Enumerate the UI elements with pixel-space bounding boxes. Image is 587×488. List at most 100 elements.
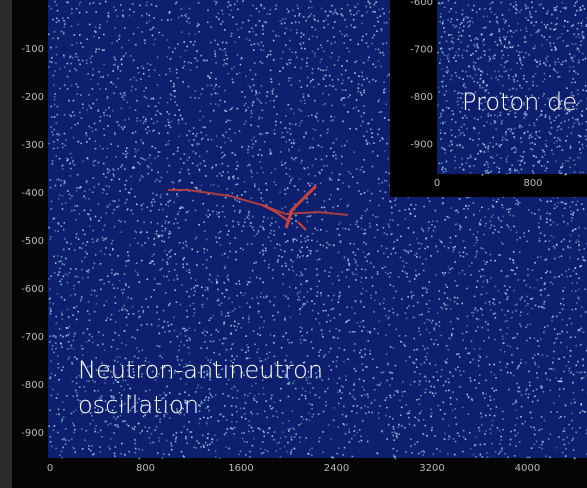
noise-dot	[367, 254, 369, 256]
noise-dot	[75, 124, 77, 126]
noise-dot	[273, 439, 275, 441]
noise-dot	[346, 60, 348, 62]
noise-dot	[192, 163, 194, 165]
noise-dot	[510, 431, 512, 433]
noise-dot	[265, 248, 267, 250]
noise-dot	[479, 356, 481, 358]
noise-dot	[82, 230, 84, 232]
noise-dot	[269, 301, 271, 303]
noise-dot	[373, 34, 375, 36]
noise-dot	[364, 354, 366, 356]
noise-dot	[297, 299, 299, 301]
noise-dot	[533, 444, 535, 446]
noise-dot	[361, 217, 363, 219]
noise-dot	[242, 295, 244, 297]
noise-dot	[402, 270, 404, 272]
noise-dot	[363, 326, 365, 328]
noise-dot	[247, 395, 249, 397]
noise-dot	[223, 416, 225, 418]
noise-dot	[295, 215, 297, 217]
noise-dot	[405, 312, 407, 314]
noise-dot	[454, 454, 456, 456]
noise-dot	[168, 454, 170, 456]
noise-dot	[371, 193, 373, 195]
noise-dot	[328, 424, 330, 426]
noise-dot	[353, 243, 355, 245]
noise-dot	[282, 423, 284, 425]
noise-dot	[127, 251, 129, 253]
noise-dot	[570, 275, 572, 277]
noise-dot	[87, 277, 89, 279]
noise-dot	[501, 204, 503, 206]
noise-dot	[365, 277, 367, 279]
noise-dot	[319, 281, 321, 283]
noise-dot	[53, 75, 55, 77]
noise-dot	[285, 115, 287, 117]
noise-dot	[263, 452, 265, 454]
noise-dot	[220, 147, 222, 149]
noise-dot	[154, 158, 156, 160]
noise-dot	[455, 210, 457, 212]
noise-dot	[249, 306, 251, 308]
noise-dot	[500, 370, 502, 372]
noise-dot	[215, 62, 217, 64]
noise-dot	[211, 281, 213, 283]
noise-dot	[242, 317, 244, 319]
noise-dot	[169, 251, 171, 253]
noise-dot	[108, 446, 110, 448]
noise-dot	[575, 336, 577, 338]
noise-dot	[315, 129, 317, 131]
noise-dot	[413, 294, 415, 296]
noise-dot	[288, 305, 290, 307]
noise-dot	[74, 115, 76, 117]
noise-dot	[429, 300, 431, 302]
noise-dot	[208, 410, 210, 412]
noise-dot	[108, 107, 110, 109]
noise-dot	[558, 256, 560, 258]
noise-dot	[93, 453, 95, 455]
noise-dot	[224, 101, 226, 103]
noise-dot	[454, 246, 456, 248]
noise-dot	[527, 269, 529, 271]
noise-dot	[478, 270, 480, 272]
noise-dot	[185, 244, 187, 246]
noise-dot	[95, 141, 97, 143]
noise-dot	[529, 457, 531, 459]
noise-dot	[512, 311, 514, 313]
noise-dot	[575, 242, 577, 244]
noise-dot	[158, 102, 160, 104]
noise-dot	[100, 217, 102, 219]
noise-dot	[150, 442, 152, 444]
noise-dot	[72, 423, 74, 425]
noise-dot	[381, 29, 383, 31]
noise-dot	[337, 205, 339, 207]
noise-dot	[203, 116, 205, 118]
noise-dot	[86, 62, 88, 64]
noise-dot	[274, 431, 276, 433]
noise-dot	[248, 20, 250, 22]
noise-dot	[334, 21, 336, 23]
noise-dot	[419, 404, 421, 406]
noise-dot	[209, 388, 211, 390]
noise-dot	[487, 456, 489, 458]
noise-dot	[257, 98, 259, 100]
noise-dot	[135, 440, 137, 442]
noise-dot	[62, 208, 64, 210]
noise-dot	[189, 8, 191, 10]
noise-dot	[288, 429, 290, 431]
noise-dot	[236, 411, 238, 413]
noise-dot	[87, 241, 89, 243]
noise-dot	[512, 270, 514, 272]
noise-dot	[72, 160, 74, 162]
noise-dot	[141, 430, 143, 432]
noise-dot	[99, 279, 101, 281]
noise-dot	[146, 22, 148, 24]
noise-dot	[80, 94, 82, 96]
noise-dot	[429, 281, 431, 283]
noise-dot	[200, 93, 202, 95]
noise-dot	[252, 298, 254, 300]
noise-dot	[527, 324, 529, 326]
noise-dot	[457, 432, 459, 434]
noise-dot	[529, 287, 531, 289]
noise-dot	[92, 267, 94, 269]
